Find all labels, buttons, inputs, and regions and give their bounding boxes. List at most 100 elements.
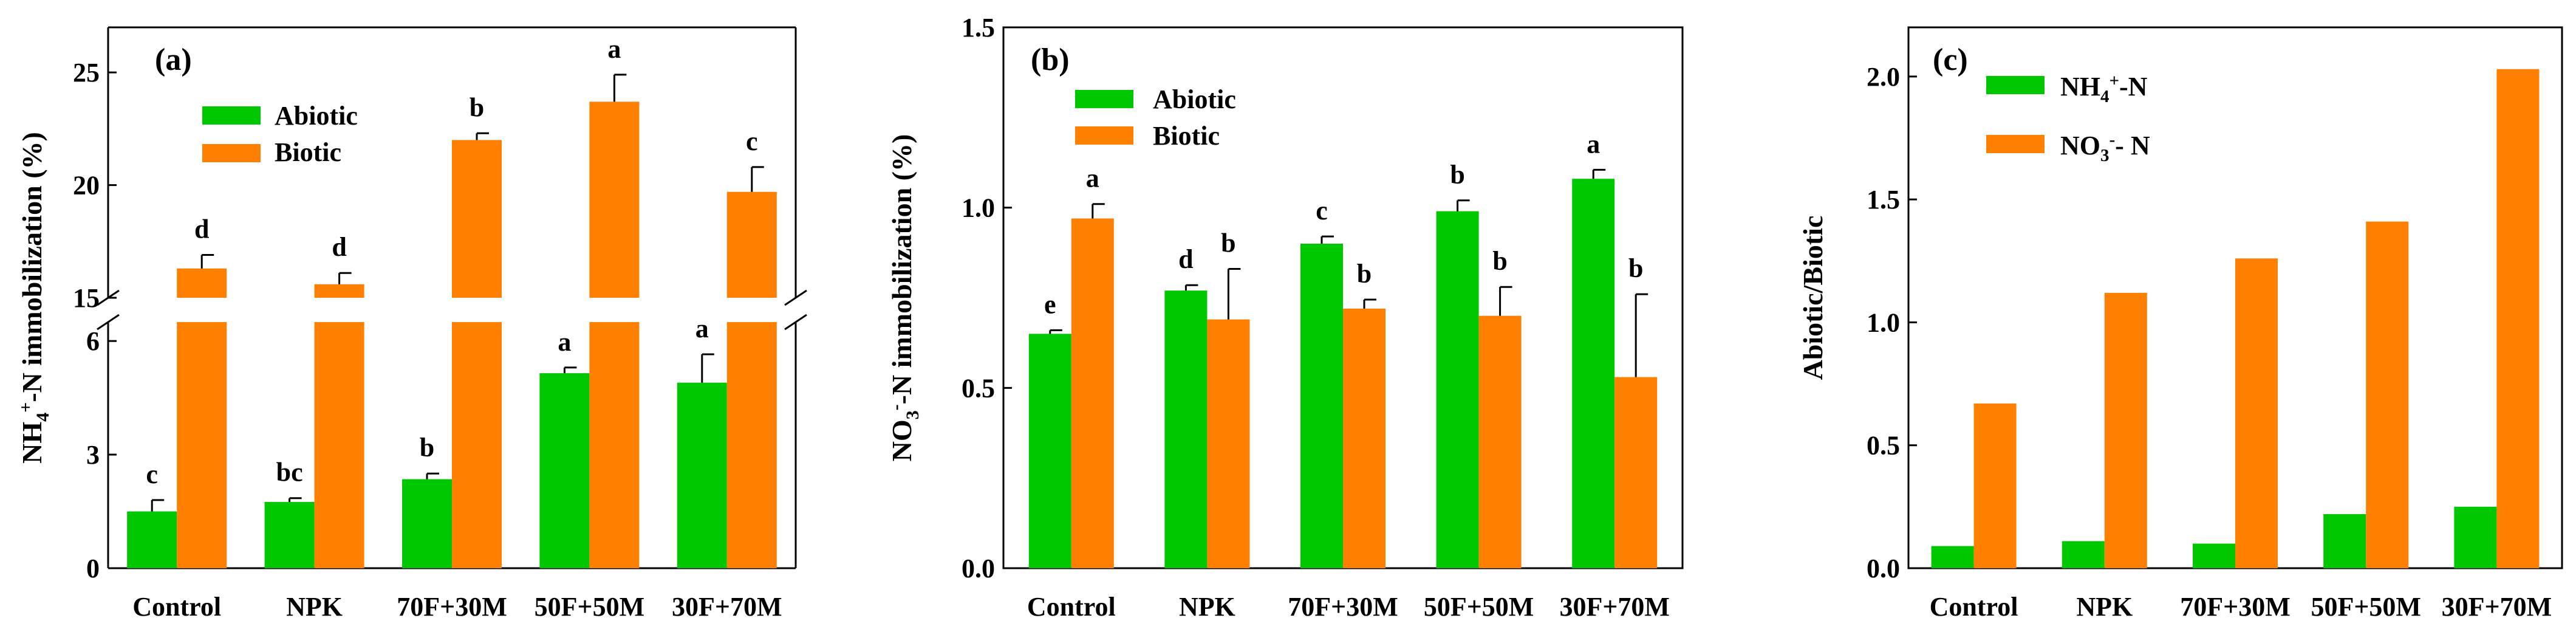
a-legend-swatch-abiotic	[202, 106, 261, 125]
chart-b-ytick-3-label: 1.5	[962, 13, 995, 43]
chart-b-xtick-label-4: 30F+70M	[1559, 592, 1669, 622]
chart-c-xtick-label-0: Control	[1930, 592, 2018, 622]
chart-b-panel-label: (b)	[1031, 43, 1070, 77]
a-bar-abiotic-0	[127, 511, 177, 568]
a-bar-biotic-up-1	[314, 284, 364, 298]
chart-c-xtick-label-2: 70F+30M	[2180, 592, 2290, 622]
chart-b-letter-s2-0: a	[1086, 163, 1099, 193]
a-bar-biotic-up-3	[589, 101, 640, 298]
chart-c-bar-s2-2	[2235, 258, 2278, 568]
chart-c-bar-s1-3	[2323, 514, 2366, 568]
chart-c-bar-s1-1	[2062, 541, 2105, 568]
a-bar-biotic-low-3	[589, 322, 640, 568]
a-bar-abiotic-1	[264, 501, 315, 568]
a-ylabel: NH4+-N immobilization (%)	[16, 132, 53, 464]
chart-c-xtick-label-3: 50F+50M	[2311, 592, 2421, 622]
chart-b-letter-s2-4: b	[1628, 253, 1643, 283]
a-ytick-low-0-label: 0	[86, 554, 100, 583]
a-bar-biotic-low-4	[726, 322, 777, 568]
chart-b-bar-s1-0	[1028, 334, 1071, 568]
a-legend-swatch-biotic	[202, 144, 261, 162]
chart-c-xtick-label-1: NPK	[2076, 592, 2133, 622]
a-break-right-2	[784, 314, 807, 331]
chart-c-bar-s2-3	[2366, 221, 2409, 568]
a-xtick-label-0: Control	[132, 592, 221, 622]
a-letter-abiotic-2: b	[420, 433, 434, 462]
b-legend-label-abiotic: Abiotic	[1153, 84, 1236, 114]
a-xtick-label-1: NPK	[286, 592, 343, 622]
chart-c-bar-s1-0	[1931, 546, 1974, 568]
chart-c: 0.0 0.5 1.0 1.5 2.0 Control NPK 70F+30M 50F+50M 3…	[1797, 26, 2563, 622]
chart-c-ytick-3-label: 1.5	[1867, 185, 1900, 215]
chart-b-bar-s2-2	[1343, 308, 1385, 568]
c-legend-label-nh4: NH4+-N	[2060, 71, 2148, 106]
chart-b-letter-s2-3: b	[1492, 246, 1507, 276]
a-bar-biotic-up-4	[726, 191, 777, 298]
a-letter-abiotic-3: a	[558, 327, 571, 357]
c-legend-label-no3: NO3-- N	[2060, 130, 2150, 165]
chart-b-bar-s1-4	[1572, 179, 1615, 568]
c-legend-swatch-nh4	[1986, 76, 2045, 94]
a-letter-biotic-3: a	[607, 34, 621, 64]
a-letter-biotic-4: c	[746, 126, 758, 156]
a-xtick-label-4: 30F+70M	[672, 592, 782, 622]
a-letter-biotic-2: b	[470, 92, 484, 122]
b-legend-swatch-biotic	[1075, 126, 1133, 145]
a-xtick-label-2: 70F+30M	[397, 592, 507, 622]
chart-b-letter-s1-4: a	[1587, 129, 1600, 159]
a-xtick-label-3: 50F+50M	[535, 592, 644, 622]
chart-a: 0 3 6 15 20 25 Control c d NPK bc d 70F+30M b b 50F+50M…	[16, 26, 807, 622]
chart-b-bar-s1-3	[1436, 211, 1479, 569]
a-letter-abiotic-4: a	[695, 314, 709, 343]
a-letter-biotic-0: d	[194, 215, 209, 244]
chart-b-letter-s1-2: c	[1316, 196, 1328, 225]
chart-b-letter-s1-3: b	[1450, 160, 1464, 190]
chart-b-ytick-0-label: 0.0	[962, 554, 995, 583]
a-bar-biotic-low-2	[452, 322, 502, 568]
chart-c-ytick-2-label: 1.0	[1867, 307, 1900, 337]
a-ytick-low-1-label: 3	[86, 440, 100, 470]
chart-b-bar-s2-0	[1071, 218, 1114, 568]
chart-c-ytick-4-label: 2.0	[1867, 62, 1900, 92]
chart-b-xtick-label-2: 70F+30M	[1288, 592, 1398, 622]
chart-b-bar-s1-1	[1164, 290, 1208, 568]
a-letter-abiotic-1: bc	[276, 458, 303, 487]
a-break-right-1	[784, 289, 807, 306]
a-letter-abiotic-0: c	[146, 459, 158, 489]
b-legend-label-biotic: Biotic	[1153, 121, 1220, 151]
c-legend-swatch-no3	[1986, 135, 2045, 153]
chart-c-bar-s2-0	[1973, 403, 2017, 568]
a-ytick-up-0-label: 15	[73, 283, 100, 313]
chart-b-letter-s2-1: b	[1221, 228, 1235, 258]
chart-b-letter-s1-0: e	[1044, 289, 1056, 319]
chart-c-xtick-label-4: 30F+70M	[2442, 592, 2552, 622]
a-bar-abiotic-2	[402, 479, 452, 568]
chart-c-bar-s1-4	[2454, 506, 2497, 568]
chart-b-ytick-2-label: 1.0	[962, 193, 995, 223]
chart-c-ytick-0-label: 0.0	[1867, 554, 1900, 583]
chart-c-bar-s2-4	[2496, 69, 2540, 569]
b-ylabel: NO3--N immobilization (%)	[886, 134, 923, 462]
chart-b: 0.00.51.01.5ControleaNPKdb70F+30Mcb50F+5…	[886, 13, 1684, 622]
c-ylabel: Abiotic/Biotic	[1797, 216, 1828, 380]
chart-b-ytick-1-label: 0.5	[962, 373, 995, 403]
chart-b-letter-s1-1: d	[1178, 244, 1193, 274]
chart-c-bar-s1-2	[2193, 543, 2235, 568]
chart-b-letter-s2-2: b	[1357, 259, 1372, 289]
a-ytick-low-2-label: 6	[86, 326, 100, 356]
chart-b-bar-s2-1	[1207, 319, 1250, 568]
a-ytick-up-1-label: 20	[73, 171, 100, 201]
chart-c-panel-label: (c)	[1933, 43, 1968, 77]
chart-b-bar-s2-4	[1614, 377, 1658, 568]
a-bar-biotic-up-2	[452, 140, 502, 298]
chart-c-ytick-1-label: 0.5	[1867, 431, 1900, 461]
a-ytick-up-2-label: 25	[73, 58, 100, 88]
a-bar-biotic-up-0	[177, 268, 227, 298]
chart-b-bar-s1-2	[1300, 244, 1343, 568]
a-panel-label: (a)	[155, 43, 192, 77]
chart-c-bar-s2-1	[2104, 292, 2147, 568]
a-legend-label-biotic: Biotic	[275, 137, 341, 167]
a-bar-biotic-low-1	[314, 322, 364, 568]
b-legend-swatch-abiotic	[1075, 90, 1133, 108]
a-legend-label-abiotic: Abiotic	[275, 101, 358, 131]
